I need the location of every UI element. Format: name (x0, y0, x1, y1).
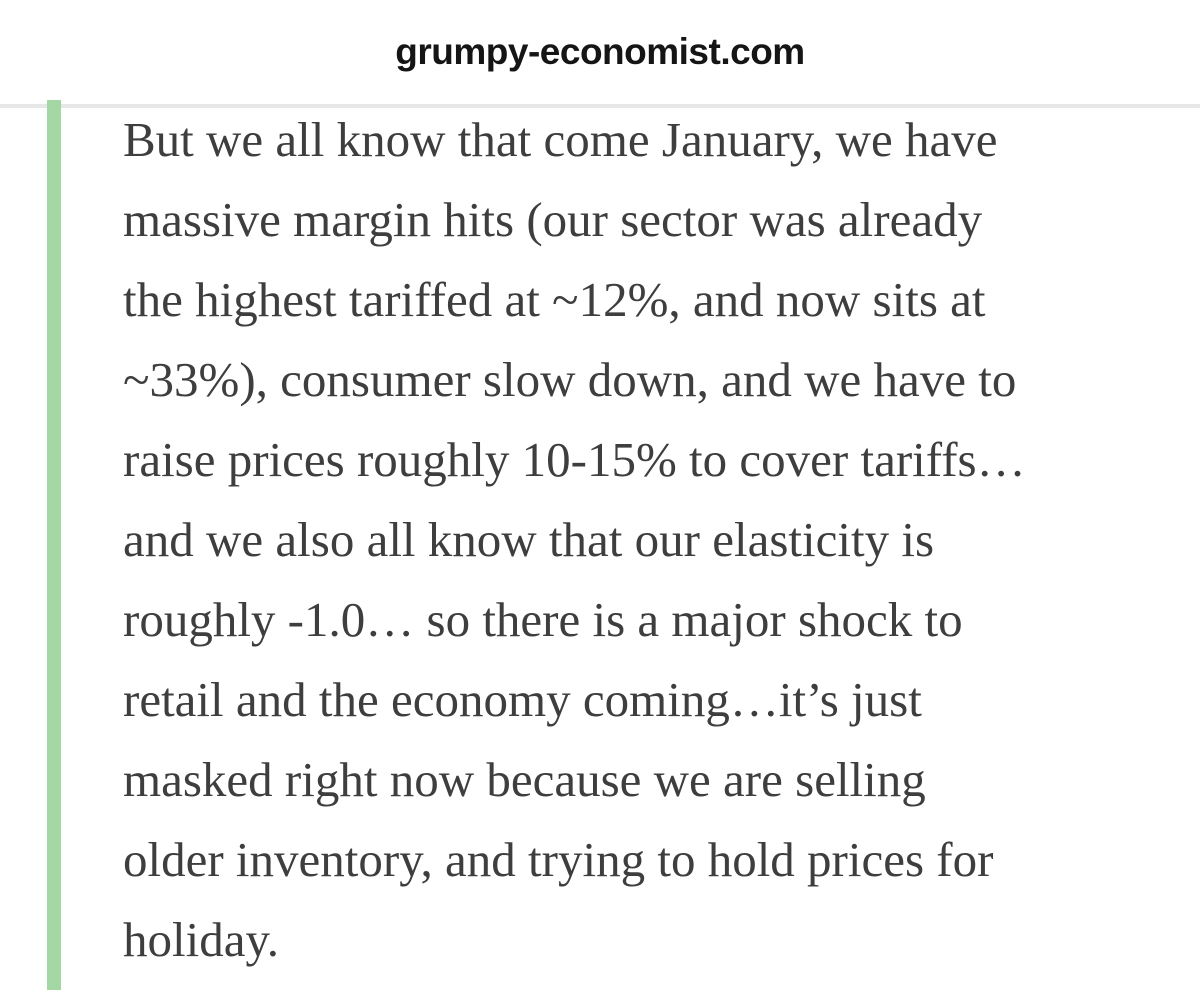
blockquote: But we all know that come January, we ha… (47, 100, 1200, 990)
quote-line: older inventory, and trying to hold pric… (123, 832, 994, 887)
quote-line: ~33%), consumer slow down, and we have t… (123, 352, 1017, 407)
quote-line: the highest tariffed at ~12%, and now si… (123, 272, 986, 327)
quote-line: roughly -1.0… so there is a major shock … (123, 592, 963, 647)
quote-line: holiday. (123, 912, 280, 967)
site-header: grumpy-economist.com (0, 0, 1200, 104)
site-title: grumpy-economist.com (395, 31, 805, 72)
quote-line: masked right now because we are selling (123, 752, 926, 807)
quote-text: But we all know that come January, we ha… (123, 100, 1200, 980)
quote-line: retail and the economy coming…it’s just (123, 672, 922, 727)
quote-line: raise prices roughly 10-15% to cover tar… (123, 432, 1026, 487)
quote-line: But we all know that come January, we ha… (123, 112, 998, 167)
quote-line: and we also all know that our elasticity… (123, 512, 935, 567)
header-divider (0, 104, 1200, 108)
quote-line: massive margin hits (our sector was alre… (123, 192, 983, 247)
